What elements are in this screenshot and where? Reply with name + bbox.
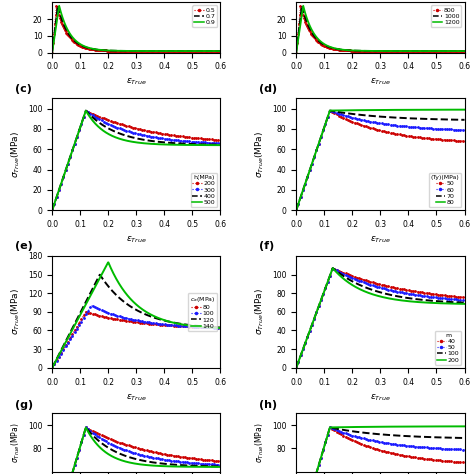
- Legend: 80, 100, 120, 140: 80, 100, 120, 140: [188, 293, 218, 331]
- Legend: 40, 50, 100, 200: 40, 50, 100, 200: [435, 331, 461, 365]
- Text: (c): (c): [15, 84, 32, 94]
- X-axis label: $\varepsilon_{True}$: $\varepsilon_{True}$: [370, 392, 391, 402]
- Y-axis label: $\sigma_{True}$(MPa): $\sigma_{True}$(MPa): [10, 288, 22, 336]
- Y-axis label: $\sigma_{True}$(MPa): $\sigma_{True}$(MPa): [254, 131, 266, 178]
- Legend: 800, 1000, 1200: 800, 1000, 1200: [431, 6, 461, 27]
- Legend: 0.5, 0.7, 0.9: 0.5, 0.7, 0.9: [192, 6, 218, 27]
- X-axis label: $\varepsilon_{True}$: $\varepsilon_{True}$: [126, 77, 147, 88]
- X-axis label: $\varepsilon_{True}$: $\varepsilon_{True}$: [370, 235, 391, 245]
- Y-axis label: $\sigma_{True}$(MPa): $\sigma_{True}$(MPa): [254, 288, 266, 336]
- Y-axis label: $\sigma_{True}$(MPa): $\sigma_{True}$(MPa): [10, 131, 22, 178]
- Legend: 200, 300, 400, 500: 200, 300, 400, 500: [191, 173, 218, 207]
- Text: (f): (f): [259, 241, 274, 251]
- X-axis label: $\varepsilon_{True}$: $\varepsilon_{True}$: [126, 235, 147, 245]
- Text: (h): (h): [259, 400, 277, 410]
- Text: (e): (e): [15, 241, 33, 251]
- X-axis label: $\varepsilon_{True}$: $\varepsilon_{True}$: [370, 77, 391, 88]
- Y-axis label: $\sigma_{True}$(MPa): $\sigma_{True}$(MPa): [254, 422, 266, 463]
- Y-axis label: $\sigma_{True}$(MPa): $\sigma_{True}$(MPa): [10, 422, 22, 463]
- Text: (d): (d): [259, 84, 277, 94]
- X-axis label: $\varepsilon_{True}$: $\varepsilon_{True}$: [126, 392, 147, 402]
- Text: (g): (g): [15, 400, 33, 410]
- Legend: 50, 60, 70, 80: 50, 60, 70, 80: [429, 173, 461, 207]
